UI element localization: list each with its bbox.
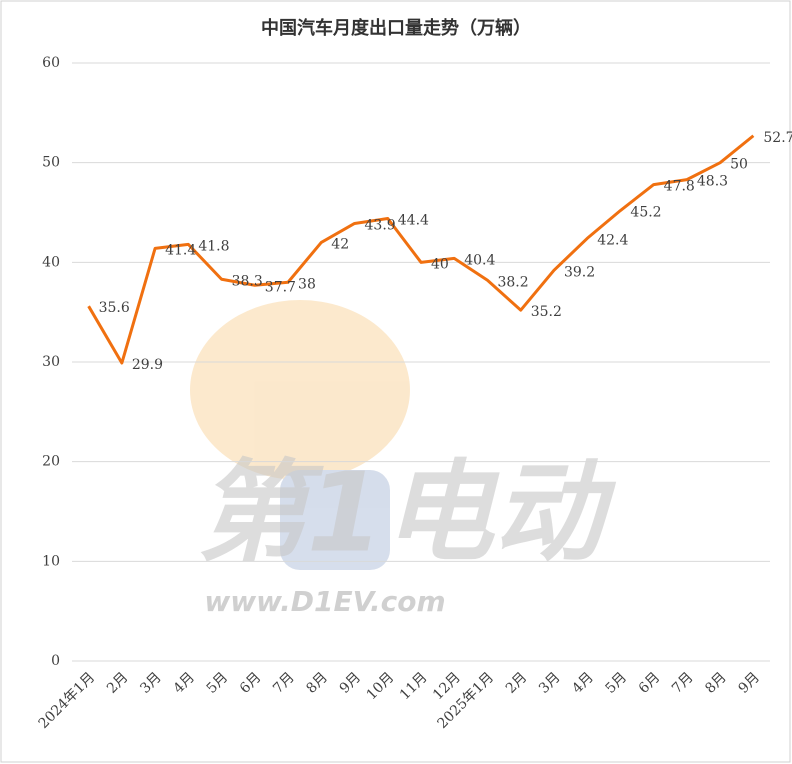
watermark-mascot — [190, 300, 410, 570]
data-label: 50 — [730, 157, 748, 173]
y-tick-label: 20 — [42, 454, 60, 470]
data-label: 45.2 — [630, 205, 661, 221]
data-label: 41.4 — [165, 242, 196, 258]
data-label: 37.7 — [265, 279, 296, 295]
data-label: 29.9 — [132, 357, 163, 373]
data-line — [87, 134, 755, 365]
data-label: 40.4 — [464, 252, 495, 268]
data-label: 40 — [431, 256, 449, 272]
data-label: 38.2 — [497, 274, 528, 290]
data-label: 38.3 — [232, 273, 263, 289]
y-tick-label: 60 — [42, 55, 60, 71]
data-label: 39.2 — [564, 264, 595, 280]
data-label: 35.6 — [99, 300, 130, 316]
y-tick-label: 10 — [42, 553, 60, 569]
data-label: 47.8 — [664, 179, 695, 195]
chart-title: 中国汽车月度出口量走势（万辆） — [261, 17, 531, 39]
y-tick-label: 0 — [51, 653, 60, 669]
y-tick-label: 40 — [42, 254, 60, 270]
y-tick-label: 50 — [42, 155, 60, 171]
data-label: 48.3 — [697, 174, 728, 190]
watermark: 第1电动 — [197, 448, 617, 576]
data-label: 42 — [331, 236, 349, 252]
data-label: 38 — [298, 276, 316, 292]
data-label: 35.2 — [531, 304, 562, 320]
watermark-url: www.D1EV.com — [204, 585, 445, 618]
y-tick-label: 30 — [42, 354, 60, 370]
data-label: 42.4 — [597, 232, 628, 248]
data-label: 44.4 — [398, 212, 429, 228]
data-label: 52.7 — [763, 130, 792, 146]
data-label: 43.9 — [365, 217, 396, 233]
data-label: 41.8 — [198, 238, 229, 254]
